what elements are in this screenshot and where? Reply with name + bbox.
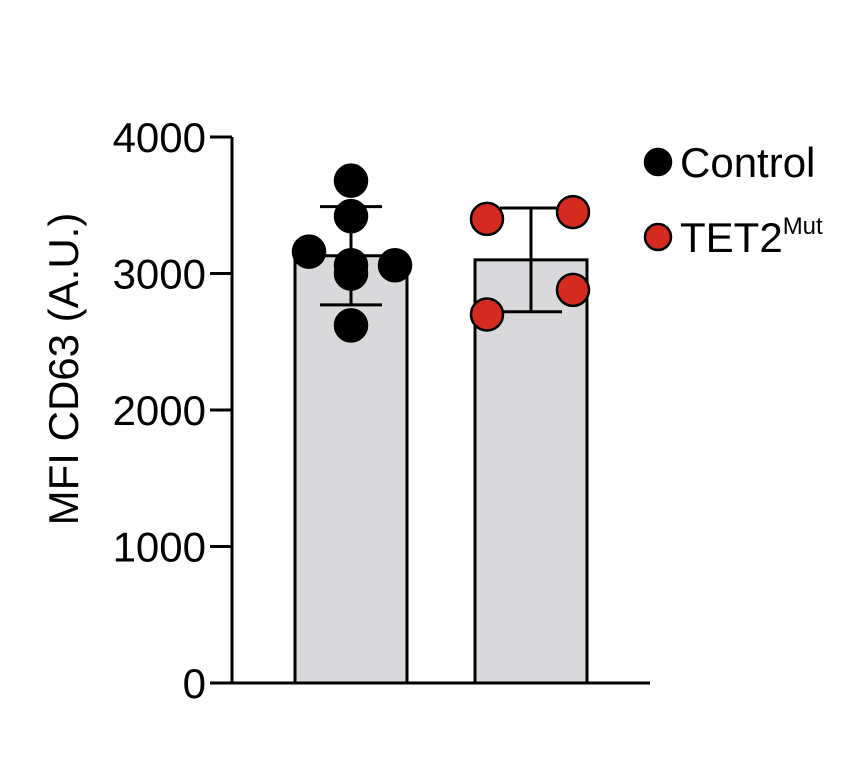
data-point-control [333,308,369,343]
legend: Control TET2Mut [643,139,823,261]
data-point-tet2mut [555,194,591,230]
data-point-control [291,234,327,269]
legend-marker [643,222,673,252]
y-tick-label: 0 [183,660,206,707]
axes: 0 1000 2000 3000 4000 [113,114,650,707]
data-point-tet2mut [555,272,591,308]
data-point-tet2mut [469,297,505,332]
legend-label: TET2Mut [680,213,823,261]
data-point-control [333,198,369,234]
y-tick-label: 2000 [113,387,206,434]
data-point-tet2mut [469,201,505,237]
y-tick-label: 3000 [113,251,206,298]
y-tick-label: 4000 [113,114,206,161]
y-tick-label: 1000 [113,524,206,571]
data-points [291,163,591,343]
y-axis-label: MFI CD63 (A.U.) [40,213,87,526]
data-point-control [377,248,413,283]
data-point-control [333,163,369,198]
legend-marker [643,147,673,177]
data-point-control [333,248,369,283]
legend-label: Control [680,139,815,186]
